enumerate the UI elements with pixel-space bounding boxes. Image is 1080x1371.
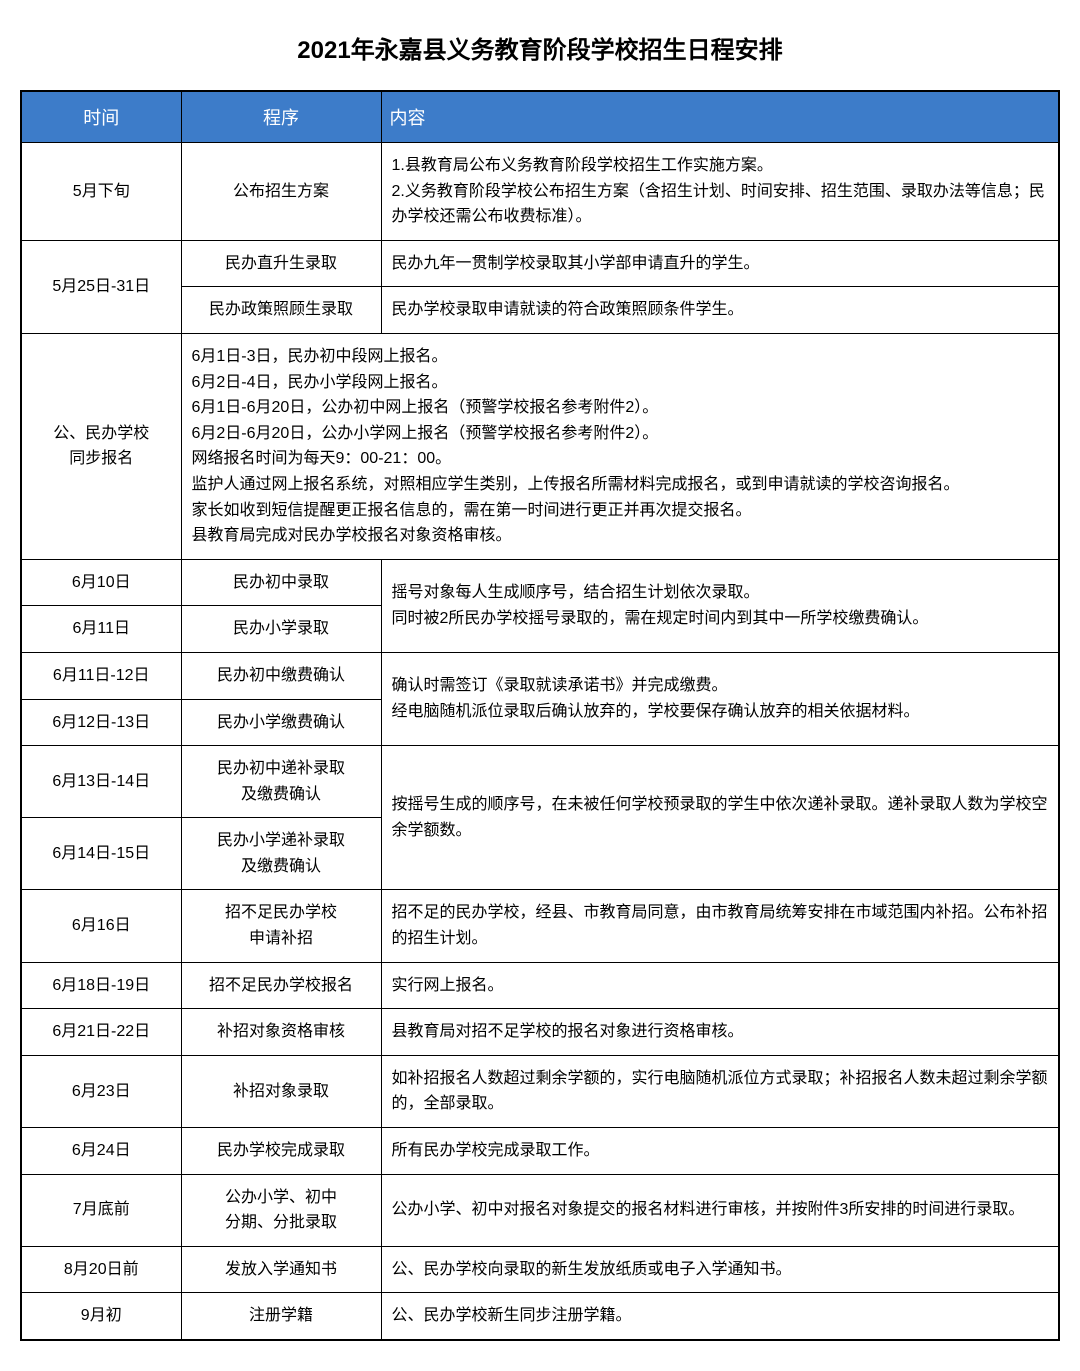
- cell-content: 按摇号生成的顺序号，在未被任何学校预录取的学生中依次递补录取。递补录取人数为学校…: [381, 746, 1059, 890]
- cell-proc: 补招对象资格审核: [181, 1009, 381, 1056]
- table-row: 7月底前 公办小学、初中分期、分批录取 公办小学、初中对报名对象提交的报名材料进…: [21, 1174, 1059, 1246]
- cell-time: 6月11日-12日: [21, 652, 181, 699]
- table-row: 5月25日-31日 民办直升生录取 民办九年一贯制学校录取其小学部申请直升的学生…: [21, 240, 1059, 287]
- cell-time: 6月23日: [21, 1055, 181, 1127]
- cell-proc: 民办初中缴费确认: [181, 652, 381, 699]
- cell-proc: 民办初中录取: [181, 559, 381, 606]
- cell-time: 6月10日: [21, 559, 181, 606]
- cell-content: 民办九年一贯制学校录取其小学部申请直升的学生。: [381, 240, 1059, 287]
- cell-content: 所有民办学校完成录取工作。: [381, 1128, 1059, 1175]
- cell-time: 8月20日前: [21, 1246, 181, 1293]
- cell-content: 民办学校录取申请就读的符合政策照顾条件学生。: [381, 287, 1059, 334]
- cell-time: 6月24日: [21, 1128, 181, 1175]
- cell-content: 公、民办学校向录取的新生发放纸质或电子入学通知书。: [381, 1246, 1059, 1293]
- cell-time: 公、民办学校同步报名: [21, 333, 181, 559]
- cell-proc: 民办小学录取: [181, 606, 381, 653]
- cell-content: 县教育局对招不足学校的报名对象进行资格审核。: [381, 1009, 1059, 1056]
- cell-content: 实行网上报名。: [381, 962, 1059, 1009]
- cell-proc: 公办小学、初中分期、分批录取: [181, 1174, 381, 1246]
- cell-time: 9月初: [21, 1293, 181, 1340]
- table-row: 5月下旬 公布招生方案 1.县教育局公布义务教育阶段学校招生工作实施方案。2.义…: [21, 143, 1059, 241]
- cell-proc: 公布招生方案: [181, 143, 381, 241]
- table-row: 6月21日-22日 补招对象资格审核 县教育局对招不足学校的报名对象进行资格审核…: [21, 1009, 1059, 1056]
- cell-time: 6月21日-22日: [21, 1009, 181, 1056]
- table-row: 8月20日前 发放入学通知书 公、民办学校向录取的新生发放纸质或电子入学通知书。: [21, 1246, 1059, 1293]
- cell-content: 公办小学、初中对报名对象提交的报名材料进行审核，并按附件3所安排的时间进行录取。: [381, 1174, 1059, 1246]
- cell-proc: 民办政策照顾生录取: [181, 287, 381, 334]
- cell-content: 摇号对象每人生成顺序号，结合招生计划依次录取。同时被2所民办学校摇号录取的，需在…: [381, 559, 1059, 652]
- table-row: 6月11日-12日 民办初中缴费确认 确认时需签订《录取就读承诺书》并完成缴费。…: [21, 652, 1059, 699]
- cell-content: 公、民办学校新生同步注册学籍。: [381, 1293, 1059, 1340]
- table-row: 6月16日 招不足民办学校申请补招 招不足的民办学校，经县、市教育局同意，由市教…: [21, 890, 1059, 962]
- cell-content: 招不足的民办学校，经县、市教育局同意，由市教育局统筹安排在市域范围内补招。公布补…: [381, 890, 1059, 962]
- table-row: 6月13日-14日 民办初中递补录取及缴费确认 按摇号生成的顺序号，在未被任何学…: [21, 746, 1059, 818]
- cell-content: 如补招报名人数超过剩余学额的，实行电脑随机派位方式录取；补招报名人数未超过剩余学…: [381, 1055, 1059, 1127]
- cell-time: 6月11日: [21, 606, 181, 653]
- page-title: 2021年永嘉县义务教育阶段学校招生日程安排: [20, 30, 1060, 65]
- cell-time: 7月底前: [21, 1174, 181, 1246]
- cell-proc: 发放入学通知书: [181, 1246, 381, 1293]
- cell-proc: 民办直升生录取: [181, 240, 381, 287]
- cell-proc: 招不足民办学校报名: [181, 962, 381, 1009]
- cell-proc: 民办初中递补录取及缴费确认: [181, 746, 381, 818]
- cell-proc: 民办学校完成录取: [181, 1128, 381, 1175]
- cell-content: 确认时需签订《录取就读承诺书》并完成缴费。经电脑随机派位录取后确认放弃的，学校要…: [381, 652, 1059, 745]
- cell-time: 6月13日-14日: [21, 746, 181, 818]
- cell-time: 6月18日-19日: [21, 962, 181, 1009]
- cell-proc: 招不足民办学校申请补招: [181, 890, 381, 962]
- table-row: 6月18日-19日 招不足民办学校报名 实行网上报名。: [21, 962, 1059, 1009]
- table-row: 9月初 注册学籍 公、民办学校新生同步注册学籍。: [21, 1293, 1059, 1340]
- table-row: 6月10日 民办初中录取 摇号对象每人生成顺序号，结合招生计划依次录取。同时被2…: [21, 559, 1059, 606]
- schedule-table: 时间 程序 内容 5月下旬 公布招生方案 1.县教育局公布义务教育阶段学校招生工…: [20, 90, 1060, 1341]
- header-proc: 程序: [181, 91, 381, 143]
- cell-time: 5月下旬: [21, 143, 181, 241]
- cell-proc: 补招对象录取: [181, 1055, 381, 1127]
- header-row: 时间 程序 内容: [21, 91, 1059, 143]
- table-row: 6月23日 补招对象录取 如补招报名人数超过剩余学额的，实行电脑随机派位方式录取…: [21, 1055, 1059, 1127]
- cell-proc: 注册学籍: [181, 1293, 381, 1340]
- cell-proc: 民办小学递补录取及缴费确认: [181, 818, 381, 890]
- cell-proc: 民办小学缴费确认: [181, 699, 381, 746]
- header-content: 内容: [381, 91, 1059, 143]
- cell-content: 6月1日-3日，民办初中段网上报名。6月2日-4日，民办小学段网上报名。6月1日…: [181, 333, 1059, 559]
- cell-content: 1.县教育局公布义务教育阶段学校招生工作实施方案。2.义务教育阶段学校公布招生方…: [381, 143, 1059, 241]
- table-row: 公、民办学校同步报名 6月1日-3日，民办初中段网上报名。6月2日-4日，民办小…: [21, 333, 1059, 559]
- cell-time: 6月16日: [21, 890, 181, 962]
- table-row: 6月24日 民办学校完成录取 所有民办学校完成录取工作。: [21, 1128, 1059, 1175]
- cell-time: 6月14日-15日: [21, 818, 181, 890]
- cell-time: 6月12日-13日: [21, 699, 181, 746]
- cell-time: 5月25日-31日: [21, 240, 181, 333]
- header-time: 时间: [21, 91, 181, 143]
